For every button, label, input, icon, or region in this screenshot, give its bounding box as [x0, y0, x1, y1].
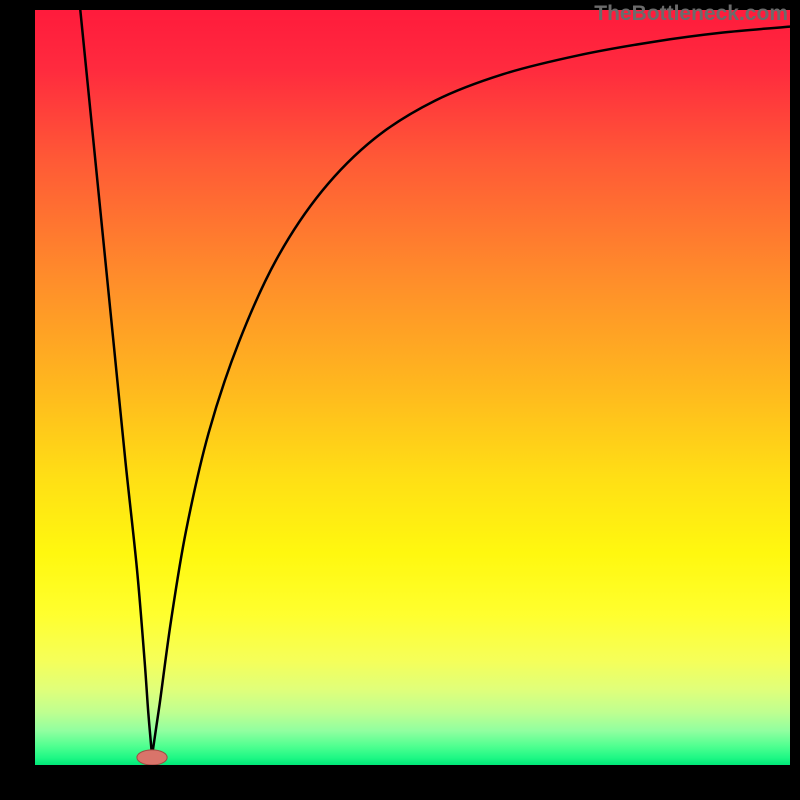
minimum-marker [137, 750, 167, 765]
curve-layer [35, 10, 790, 765]
chart-container: TheBottleneck.com [0, 0, 800, 800]
plot-area [35, 10, 790, 765]
bottleneck-curve [80, 10, 790, 756]
watermark-text: TheBottleneck.com [594, 2, 788, 26]
